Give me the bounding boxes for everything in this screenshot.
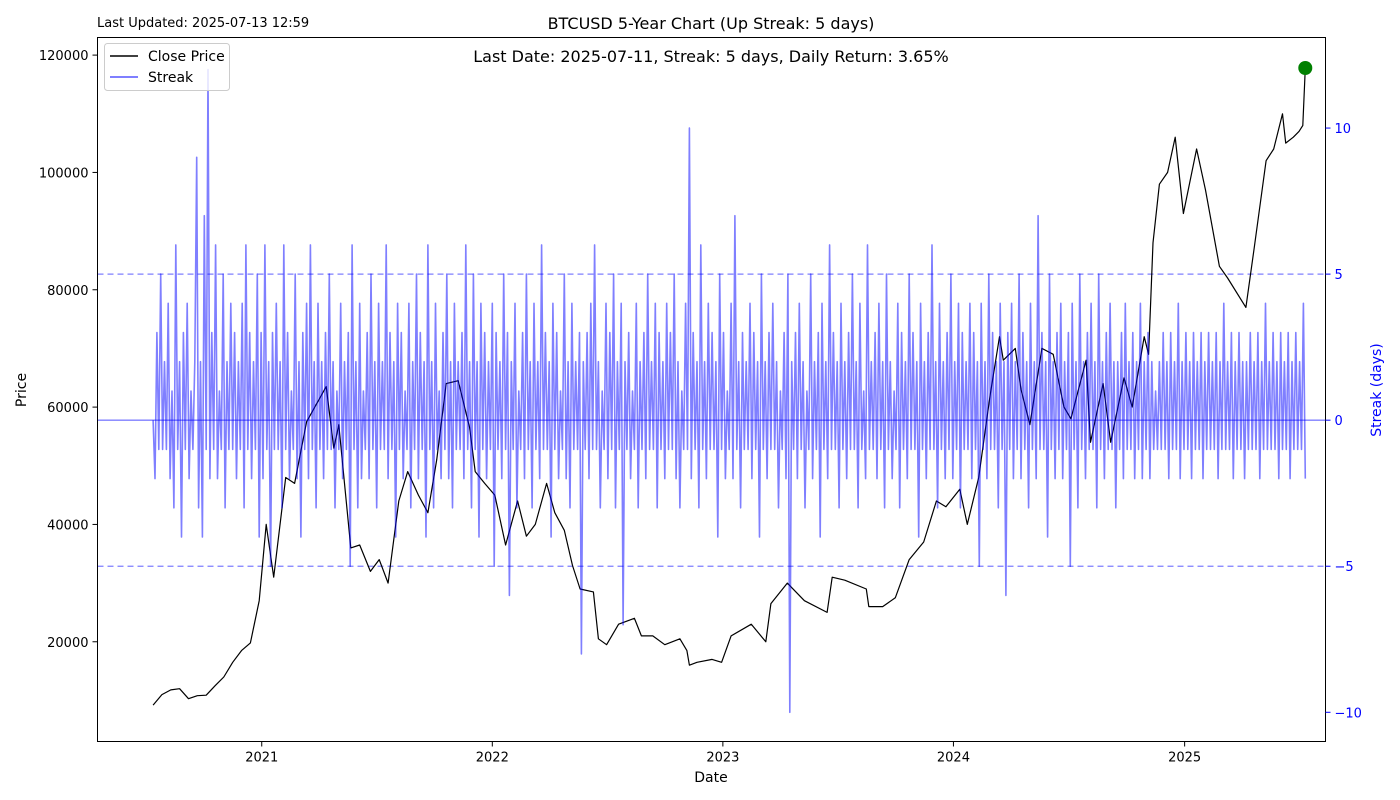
y-tick-label: 120000 xyxy=(39,49,89,64)
y-tick-label: 100000 xyxy=(39,166,89,181)
x-tick-label: 2023 xyxy=(706,751,739,766)
chart-annotation: Last Date: 2025-07-11, Streak: 5 days, D… xyxy=(473,47,949,66)
legend-price-label: Close Price xyxy=(148,49,225,65)
x-tick-label: 2022 xyxy=(476,751,509,766)
y2-tick-label: 5 xyxy=(1335,268,1343,283)
y-tick-label: 60000 xyxy=(47,401,88,416)
y2-tick-label: 10 xyxy=(1335,122,1352,137)
plot-area xyxy=(97,61,1326,714)
last-close-marker xyxy=(1298,61,1313,76)
x-axis-label: Date xyxy=(694,770,727,786)
y2-axis-label: Streak (days) xyxy=(1369,343,1385,437)
y-tick-label: 80000 xyxy=(47,284,88,299)
x-tick-label: 2024 xyxy=(937,751,970,766)
x-tick-label: 2021 xyxy=(245,751,278,766)
y2-tick-label: −10 xyxy=(1335,706,1362,721)
x-axis: 2021 2022 2023 2024 2025 xyxy=(245,741,1201,766)
y-tick-label: 20000 xyxy=(47,636,88,651)
y-axis-label: Price xyxy=(14,373,30,407)
y-axis-left: 20000 40000 60000 80000 100000 120000 xyxy=(39,49,98,651)
legend: Close Price Streak xyxy=(104,43,230,91)
plot-frame xyxy=(97,37,1326,742)
y2-tick-label: 0 xyxy=(1335,414,1343,429)
y-tick-label: 40000 xyxy=(47,518,88,533)
x-tick-label: 2025 xyxy=(1168,751,1201,766)
chart-title: BTCUSD 5-Year Chart (Up Streak: 5 days) xyxy=(548,14,875,33)
y-axis-right: −10 −5 0 5 10 xyxy=(1325,122,1362,721)
streak-series-line xyxy=(152,68,1307,714)
y2-tick-label: −5 xyxy=(1335,560,1354,575)
last-updated-label: Last Updated: 2025-07-13 12:59 xyxy=(97,16,309,31)
legend-streak-label: Streak xyxy=(148,70,194,86)
